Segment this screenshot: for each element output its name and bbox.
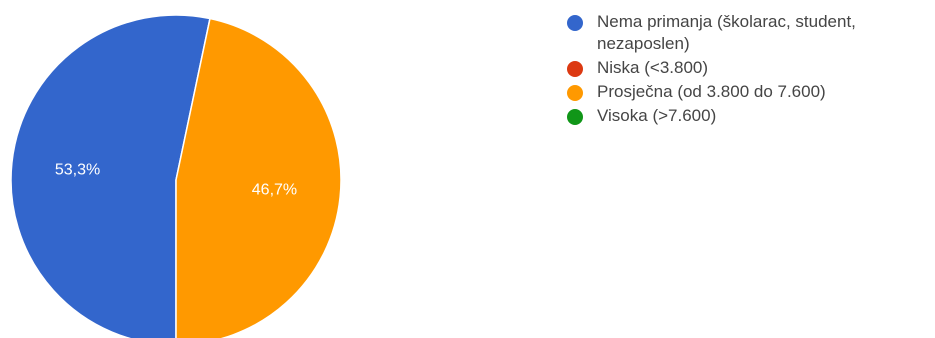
legend-item-2: Prosječna (od 3.800 do 7.600) xyxy=(567,81,927,103)
pie-plot-area: 53,3% 46,7% xyxy=(10,14,342,338)
pie-slice-0 xyxy=(10,14,211,338)
legend-label: Nema primanja (školarac, student, nezapo… xyxy=(597,12,856,53)
legend-item-3: Visoka (>7.600) xyxy=(567,105,927,127)
pie-slice-2 xyxy=(175,17,342,338)
legend-item-1: Niska (<3.800) xyxy=(567,57,927,79)
legend-swatch-icon xyxy=(567,85,583,101)
legend-swatch-icon xyxy=(567,61,583,77)
chart-legend: Nema primanja (školarac, student, nezapo… xyxy=(567,11,927,129)
pie-slice-label-0: 53,3% xyxy=(55,161,100,178)
legend-item-0: Nema primanja (školarac, student, nezapo… xyxy=(567,11,927,55)
legend-swatch-icon xyxy=(567,109,583,125)
legend-label: Prosječna (od 3.800 do 7.600) xyxy=(597,82,826,101)
pie-slice-label-2: 46,7% xyxy=(252,182,297,199)
legend-label: Visoka (>7.600) xyxy=(597,106,717,125)
legend-label: Niska (<3.800) xyxy=(597,58,709,77)
legend-swatch-icon xyxy=(567,15,583,31)
